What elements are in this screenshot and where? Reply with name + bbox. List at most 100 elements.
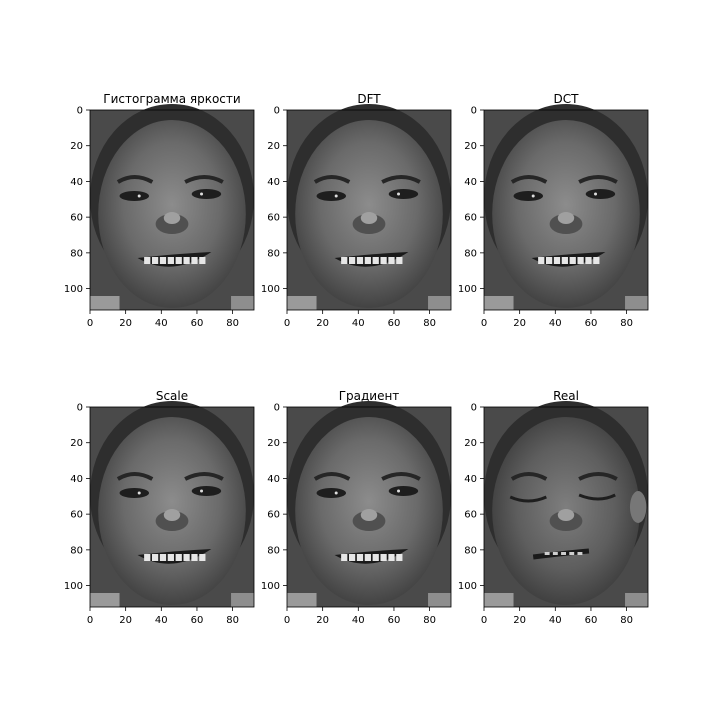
x-tick-label: 40 [155, 615, 168, 626]
left-eyebrow [313, 175, 351, 184]
axes-frame [483, 109, 649, 311]
collar-left [484, 296, 514, 310]
tooth [144, 257, 151, 264]
y-tick-label: 20 [464, 438, 477, 449]
subplot: DFT 0 20 40 60 80 0 20 40 60 80 100 [261, 92, 452, 329]
x-tick-label: 20 [119, 615, 132, 626]
x-tick-label: 60 [585, 615, 598, 626]
y-tick-label: 80 [267, 248, 280, 259]
left-eyebrow [116, 175, 154, 184]
tooth [364, 257, 371, 264]
left-eye-highlight [334, 491, 338, 495]
y-tick-label: 0 [471, 403, 477, 414]
left-eyebrow [510, 472, 548, 481]
y-tick-label: 80 [70, 248, 83, 259]
right-eyebrow [381, 472, 421, 481]
tooth [388, 257, 395, 264]
y-tick-label: 40 [70, 474, 83, 485]
x-tick-label: 80 [423, 318, 436, 329]
y-tick-label: 100 [261, 284, 280, 295]
left-eyebrow [313, 472, 351, 481]
nose-highlight [557, 509, 575, 521]
x-tick-label: 20 [513, 615, 526, 626]
subplot-title: DFT [357, 92, 381, 106]
left-eye-highlight [334, 194, 338, 198]
tooth [380, 554, 387, 561]
right-eye-highlight [594, 192, 598, 196]
x-tick-label: 60 [191, 318, 204, 329]
face-image [287, 104, 451, 310]
tooth [175, 257, 182, 264]
tooth [380, 257, 387, 264]
x-tick-label: 80 [423, 615, 436, 626]
tooth [348, 554, 356, 561]
y-tick-label: 60 [70, 510, 83, 521]
x-tick-label: 0 [87, 615, 93, 626]
left-eye-highlight [137, 491, 141, 495]
y-tick-label: 40 [267, 177, 280, 188]
y-tick-label: 100 [64, 581, 83, 592]
tooth [183, 554, 190, 561]
collar-right [231, 593, 254, 607]
right-eye [388, 486, 419, 496]
tooth [538, 257, 545, 264]
tooth [593, 257, 600, 264]
face-image [90, 401, 254, 607]
tooth [544, 552, 550, 555]
collar-left [484, 593, 514, 607]
nose-highlight [360, 212, 378, 224]
face-image [287, 401, 451, 607]
subplot-title: Градиент [339, 389, 400, 403]
axes-frame [286, 406, 452, 608]
y-tick-label: 80 [464, 545, 477, 556]
tooth [577, 257, 584, 264]
tooth [552, 552, 558, 555]
tooth [356, 554, 364, 561]
tooth [569, 552, 575, 555]
y-tick-label: 60 [464, 213, 477, 224]
subplot-title: Scale [156, 389, 188, 403]
tooth [167, 257, 174, 264]
collar-left [90, 296, 120, 310]
x-tick-label: 60 [388, 615, 401, 626]
subplot: Real 0 20 40 60 80 0 20 40 60 80 100 [458, 389, 649, 626]
nose-highlight [360, 509, 378, 521]
y-tick-label: 40 [464, 474, 477, 485]
face-image [484, 104, 648, 310]
left-eye [513, 191, 544, 201]
tooth [372, 257, 379, 264]
tooth [191, 554, 198, 561]
x-tick-label: 0 [87, 318, 93, 329]
left-eye [119, 488, 150, 498]
collar-right [428, 593, 451, 607]
right-eye-highlight [200, 192, 204, 196]
y-tick-label: 0 [77, 106, 83, 117]
x-tick-label: 80 [620, 318, 633, 329]
left-eye [119, 191, 150, 201]
tooth [159, 257, 167, 264]
right-eyebrow [184, 472, 224, 481]
tooth [585, 257, 592, 264]
x-tick-label: 40 [549, 318, 562, 329]
x-tick-label: 20 [316, 318, 329, 329]
left-eye [316, 488, 347, 498]
x-tick-label: 0 [284, 615, 290, 626]
x-tick-label: 60 [388, 318, 401, 329]
y-tick-label: 100 [458, 581, 477, 592]
tooth [569, 257, 576, 264]
tooth [561, 257, 568, 264]
x-tick-label: 20 [513, 318, 526, 329]
subplot-title: Гистограмма яркости [103, 92, 240, 106]
subplot-title: Real [553, 389, 579, 403]
right-eye [191, 486, 222, 496]
y-tick-label: 60 [267, 510, 280, 521]
x-tick-label: 40 [549, 615, 562, 626]
y-tick-label: 100 [64, 284, 83, 295]
y-tick-label: 100 [261, 581, 280, 592]
right-eye [191, 189, 222, 199]
subplot: Scale 0 20 40 60 80 0 20 40 60 80 100 [64, 389, 255, 626]
y-tick-label: 20 [267, 141, 280, 152]
y-tick-label: 20 [464, 141, 477, 152]
tooth [183, 257, 190, 264]
tooth [396, 257, 403, 264]
